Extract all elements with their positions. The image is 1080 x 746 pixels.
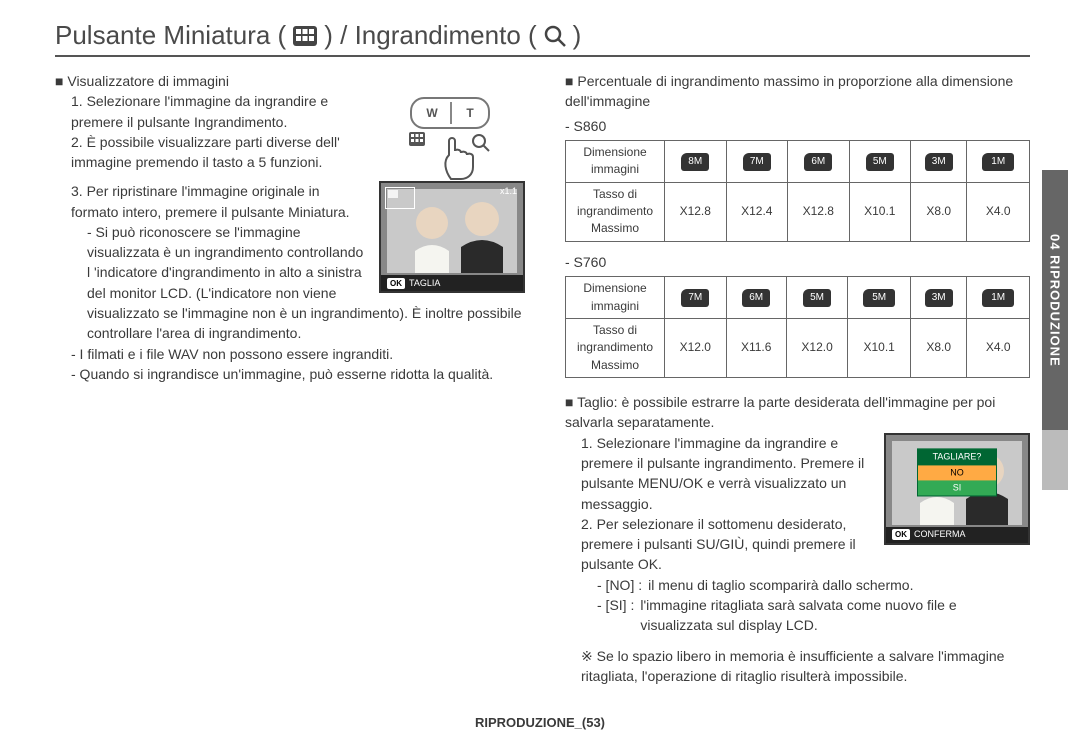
right-heading: Percentuale di ingrandimento massimo in … xyxy=(565,73,1013,109)
wt-t: T xyxy=(466,105,473,122)
dim-icon: 5M xyxy=(866,153,894,171)
table-cell: X12.0 xyxy=(786,318,848,377)
wt-illustration: W T xyxy=(375,97,525,181)
side-tab-extension xyxy=(1042,430,1068,490)
magnify-icon xyxy=(543,24,567,48)
grid-mini-icon xyxy=(409,131,425,151)
crop-si-text: l'immagine ritagliata sarà salvata come … xyxy=(640,595,1030,636)
crop-no-text: il menu di taglio scomparirà dallo scher… xyxy=(648,575,1030,595)
left-heading: Visualizzatore di immagini xyxy=(67,73,229,89)
left-note-2: - Quando si ingrandisce un'immagine, può… xyxy=(55,364,525,384)
row-max-label: Tasso di ingrandimento Massimo xyxy=(566,182,665,241)
zoom-indicator-icon xyxy=(385,187,415,209)
lcd-action-label: TAGLIA xyxy=(409,277,440,290)
dim-icon: 5M xyxy=(803,289,831,307)
table-cell: X12.8 xyxy=(665,182,727,241)
table-cell: X4.0 xyxy=(967,182,1030,241)
crop-heading: Taglio: è possibile estrarre la parte de… xyxy=(565,394,995,430)
side-tab: 04 RIPRODUZIONE xyxy=(1042,170,1068,430)
hand-pointer-icon xyxy=(431,131,491,181)
title-part2: ) / Ingrandimento ( xyxy=(324,20,536,51)
table-cell: X12.0 xyxy=(665,318,727,377)
dim-icon: 3M xyxy=(925,289,953,307)
row-dim-label: Dimensione immagini xyxy=(566,277,665,319)
wt-w: W xyxy=(426,105,437,122)
table-cell: X8.0 xyxy=(911,182,967,241)
left-note-1: - I filmati e i file WAV non possono ess… xyxy=(55,344,525,364)
crop-dialog-title: TAGLIARE? xyxy=(918,450,996,465)
lcd-preview: x1.1 OK TAGLIA xyxy=(379,181,525,293)
table-cell: X12.8 xyxy=(788,182,850,241)
crop-dialog: TAGLIARE? NO SI xyxy=(917,449,997,496)
table-cell: X10.1 xyxy=(849,182,911,241)
table-cell: X4.0 xyxy=(967,318,1030,377)
dim-icon: 6M xyxy=(804,153,832,171)
crop-footnote: ※ Se lo spazio libero in memoria è insuf… xyxy=(565,646,1030,687)
left-column: ■ Visualizzatore di immagini W T xyxy=(55,71,525,686)
page-title: Pulsante Miniatura ( ) / Ingrandimento (… xyxy=(55,20,1030,57)
crop-confirm-label: CONFERMA xyxy=(914,528,966,541)
right-column: ■ Percentuale di ingrandimento massimo i… xyxy=(565,71,1030,686)
crop-no-lead: - [NO] : xyxy=(597,575,642,595)
table-cell: X8.0 xyxy=(910,318,966,377)
title-part3: ) xyxy=(573,20,582,51)
row-dim-label: Dimensione immagini xyxy=(566,140,665,182)
dim-icon: 5M xyxy=(863,289,895,307)
crop-si-lead: - [SI] : xyxy=(597,595,634,636)
model-s760: - S760 xyxy=(565,252,1030,272)
page-footer: RIPRODUZIONE_(53) xyxy=(0,715,1080,730)
spec-table-s860: Dimensione immagini 8M 7M 6M 5M 3M 1M Ta… xyxy=(565,140,1030,242)
lcd-ok-pill: OK xyxy=(387,278,405,290)
dim-icon: 3M xyxy=(925,153,953,171)
dim-icon: 7M xyxy=(681,289,709,307)
dim-icon: 1M xyxy=(982,289,1014,307)
title-part1: Pulsante Miniatura ( xyxy=(55,20,286,51)
crop-dialog-si: SI xyxy=(918,480,996,495)
dim-icon: 1M xyxy=(982,153,1014,171)
table-cell: X12.4 xyxy=(726,182,788,241)
dim-icon: 8M xyxy=(681,153,709,171)
table-cell: X11.6 xyxy=(726,318,786,377)
dim-icon: 7M xyxy=(743,153,771,171)
model-s860: - S860 xyxy=(565,116,1030,136)
row-max-label: Tasso di ingrandimento Massimo xyxy=(566,318,665,377)
table-cell: X10.1 xyxy=(848,318,911,377)
crop-ok-pill: OK xyxy=(892,529,910,541)
thumbnail-icon xyxy=(292,25,318,47)
crop-lcd-preview: TAGLIARE? NO SI OK CONFERMA xyxy=(884,433,1030,545)
zoom-level: x1.1 xyxy=(500,185,517,198)
dim-icon: 6M xyxy=(742,289,770,307)
crop-dialog-no: NO xyxy=(918,465,996,480)
spec-table-s760: Dimensione immagini 7M 6M 5M 5M 3M 1M Ta… xyxy=(565,276,1030,378)
